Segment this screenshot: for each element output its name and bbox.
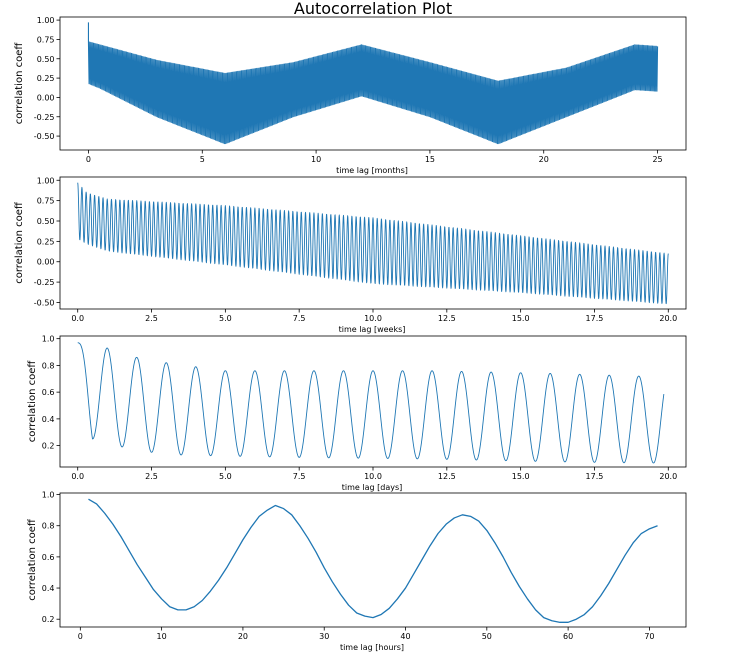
x-tick-label: 12.5 — [438, 314, 456, 323]
y-tick-label: 0.50 — [37, 55, 55, 64]
axes-frame — [59, 16, 687, 151]
x-axis-label: time lag [days] — [342, 483, 403, 492]
y-axis-label: correlation coeff — [14, 201, 25, 284]
x-tick-label: 30 — [319, 632, 329, 641]
x-tick-label: 15.0 — [512, 472, 530, 481]
x-tick-label: 10 — [157, 632, 167, 641]
x-tick-label: 7.5 — [293, 314, 306, 323]
series-line — [77, 182, 669, 305]
chart-panel-weeks: 0.0 2.5 5.0 7.5 10.0 12.5 15.0 17.5 20.0 -0.50 -0.… — [14, 176, 687, 334]
x-tick-label: 5.0 — [219, 472, 232, 481]
x-tick-label: 12.5 — [438, 472, 456, 481]
x-tick-label: 50 — [482, 632, 492, 641]
series-line — [87, 22, 659, 145]
y-tick-label: 0.8 — [42, 361, 55, 370]
y-tick-label: 1.00 — [37, 176, 55, 185]
x-tick-label: 0.0 — [71, 314, 84, 323]
y-tick-label: 0.25 — [37, 237, 55, 246]
x-tick-label: 20.0 — [659, 472, 677, 481]
x-tick-label: 17.5 — [586, 472, 604, 481]
series-line — [88, 498, 658, 623]
x-axis-label: time lag [weeks] — [339, 325, 406, 334]
x-tick-label: 70 — [644, 632, 654, 641]
y-tick-label: 0.25 — [37, 74, 55, 83]
x-tick-label: 10.0 — [364, 314, 382, 323]
x-tick-label: 2.5 — [145, 314, 158, 323]
x-tick-label: 60 — [563, 632, 573, 641]
x-tick-label: 0.0 — [71, 472, 84, 481]
y-tick-label: 0.75 — [37, 197, 55, 206]
chart-panel-hours: 0 10 20 30 40 50 60 70 0.2 0.4 0.6 0.8 1.0 time lag [… — [27, 491, 687, 652]
x-tick-label: 20 — [238, 632, 248, 641]
y-tick-label: 0.6 — [42, 553, 55, 562]
x-tick-label: 25 — [652, 155, 662, 164]
y-tick-label: 0.6 — [42, 388, 55, 397]
x-tick-label: 0 — [78, 632, 83, 641]
chart-panel-days: 0.0 2.5 5.0 7.5 10.0 12.5 15.0 17.5 20.0 0.2 0.4 0.… — [27, 335, 687, 492]
y-tick-label: 0.8 — [42, 522, 55, 531]
y-tick-label: 0.2 — [42, 615, 55, 624]
x-tick-label: 17.5 — [586, 314, 604, 323]
y-tick-label: 1.0 — [42, 335, 55, 344]
y-tick-label: -0.25 — [34, 113, 55, 122]
axes-frame — [59, 492, 687, 628]
axes-frame — [59, 176, 687, 310]
y-tick-label: 0.00 — [37, 258, 55, 267]
y-axis-label: correlation coeff — [14, 42, 25, 125]
x-tick-label: 20 — [539, 155, 549, 164]
x-tick-label: 15 — [425, 155, 435, 164]
x-tick-label: 7.5 — [293, 472, 306, 481]
y-tick-label: 0.4 — [42, 415, 55, 424]
x-tick-label: 40 — [400, 632, 410, 641]
y-tick-label: 0.50 — [37, 217, 55, 226]
y-tick-label: 1.0 — [42, 491, 55, 500]
y-tick-label: 1.00 — [37, 16, 55, 25]
series-line — [77, 342, 665, 464]
x-tick-label: 0 — [86, 155, 91, 164]
x-tick-label: 10.0 — [364, 472, 382, 481]
y-tick-label: -0.50 — [34, 298, 55, 307]
chart-panel-months: 0 5 10 15 20 25 -0.50 -0.25 0.00 0.25 0.50 0.75 1.00… — [14, 16, 687, 175]
y-tick-label: 0.75 — [37, 35, 55, 44]
figure-title: Autocorrelation Plot — [293, 0, 453, 18]
x-tick-label: 5.0 — [219, 314, 232, 323]
x-tick-label: 20.0 — [659, 314, 677, 323]
x-axis-label: time lag [hours] — [340, 643, 404, 652]
y-tick-label: 0.4 — [42, 584, 55, 593]
x-tick-label: 2.5 — [145, 472, 158, 481]
y-tick-label: -0.50 — [34, 132, 55, 141]
x-tick-label: 10 — [311, 155, 321, 164]
x-tick-label: 5 — [200, 155, 205, 164]
y-axis-label: correlation coeff — [27, 518, 38, 601]
y-tick-label: 0.00 — [37, 93, 55, 102]
x-axis-label: time lag [months] — [336, 166, 408, 175]
y-axis-label: correlation coeff — [27, 360, 38, 443]
y-tick-label: 0.2 — [42, 442, 55, 451]
x-tick-label: 15.0 — [512, 314, 530, 323]
y-tick-label: -0.25 — [34, 278, 55, 287]
